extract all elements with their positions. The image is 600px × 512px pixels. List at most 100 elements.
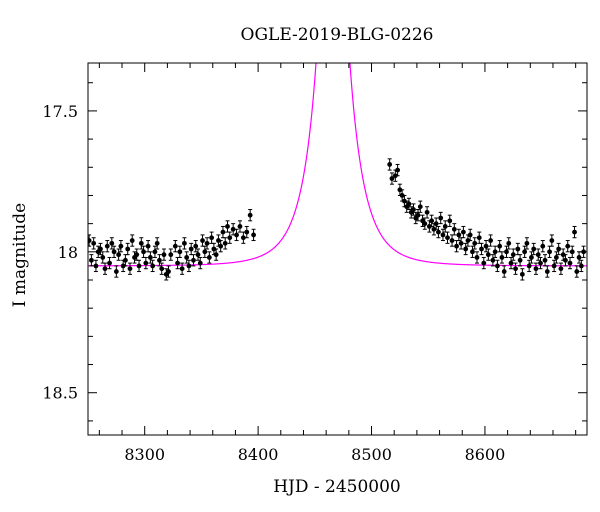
data-point	[481, 256, 487, 270]
data-point	[127, 262, 133, 275]
data-marker	[134, 252, 140, 258]
data-marker	[399, 193, 405, 198]
data-point	[458, 237, 464, 250]
data-marker	[447, 218, 453, 224]
data-point	[197, 256, 203, 270]
data-point	[166, 265, 171, 278]
data-marker	[442, 224, 448, 229]
data-marker	[445, 235, 450, 241]
data-point	[517, 254, 523, 267]
data-marker	[483, 243, 489, 249]
data-point	[449, 234, 455, 247]
data-point	[389, 172, 395, 185]
data-marker	[574, 269, 580, 274]
data-marker	[451, 226, 457, 232]
data-marker	[424, 209, 430, 215]
data-point	[515, 242, 521, 256]
data-marker	[488, 238, 494, 243]
data-marker	[251, 232, 256, 238]
data-marker	[544, 269, 550, 274]
data-marker	[392, 173, 398, 179]
data-point	[152, 245, 158, 258]
data-marker	[93, 263, 99, 269]
data-point	[456, 228, 462, 242]
data-point	[225, 220, 230, 233]
data-marker	[100, 255, 106, 260]
data-marker	[220, 229, 226, 235]
data-point	[161, 248, 167, 261]
data-point	[490, 254, 496, 267]
x-tick-label: 8500	[351, 445, 392, 464]
data-point	[395, 163, 401, 177]
data-point	[118, 240, 124, 253]
data-point	[558, 262, 564, 275]
y-axis-label: I magnitude	[10, 203, 30, 307]
data-marker	[125, 246, 131, 252]
data-point	[488, 234, 494, 247]
data-marker	[197, 260, 203, 266]
data-marker	[188, 246, 194, 252]
data-point	[436, 225, 441, 239]
data-marker	[463, 246, 469, 252]
data-point	[506, 237, 512, 250]
data-marker	[515, 246, 521, 252]
data-point	[181, 237, 187, 250]
data-point	[547, 245, 552, 258]
data-point	[451, 223, 457, 236]
data-point	[463, 242, 469, 256]
data-marker	[417, 204, 423, 210]
data-point	[574, 265, 580, 278]
data-marker	[542, 257, 548, 263]
data-point	[113, 265, 119, 278]
data-marker	[209, 235, 215, 241]
data-marker	[449, 238, 455, 243]
data-marker	[458, 240, 464, 246]
data-point	[111, 245, 117, 258]
data-marker	[113, 269, 119, 274]
data-point	[415, 209, 421, 222]
data-point	[565, 240, 571, 253]
data-marker	[517, 257, 523, 263]
data-point	[397, 183, 403, 196]
data-point	[495, 259, 500, 273]
data-point	[479, 242, 484, 256]
data-point	[216, 234, 221, 247]
data-marker	[406, 201, 412, 207]
data-marker	[508, 260, 514, 266]
data-marker	[431, 226, 437, 232]
data-marker	[454, 243, 459, 249]
data-point	[522, 245, 528, 258]
data-marker	[553, 255, 559, 260]
data-point	[429, 214, 435, 227]
data-point	[168, 248, 174, 261]
y-tick-label: 18	[58, 243, 78, 262]
data-point	[202, 245, 208, 258]
data-marker	[433, 221, 439, 227]
data-marker	[136, 263, 142, 269]
data-marker	[118, 243, 124, 249]
data-point	[392, 169, 398, 182]
data-point	[209, 231, 215, 244]
data-marker	[166, 269, 171, 274]
data-point	[531, 242, 537, 256]
data-point	[485, 248, 491, 261]
data-marker	[499, 255, 505, 260]
data-marker	[522, 249, 528, 255]
data-point	[504, 245, 509, 258]
data-point	[95, 245, 101, 258]
data-marker	[436, 229, 441, 235]
data-point	[524, 237, 530, 250]
data-marker	[161, 252, 167, 258]
data-marker	[240, 235, 246, 241]
plot-frame	[87, 62, 588, 436]
x-tick-label: 8600	[465, 445, 506, 464]
data-point	[157, 254, 162, 267]
data-marker	[535, 252, 541, 258]
data-marker	[206, 255, 212, 260]
data-point	[230, 223, 236, 236]
data-marker	[429, 218, 435, 224]
data-marker	[578, 263, 584, 269]
data-marker	[193, 243, 199, 249]
data-marker	[567, 260, 573, 266]
